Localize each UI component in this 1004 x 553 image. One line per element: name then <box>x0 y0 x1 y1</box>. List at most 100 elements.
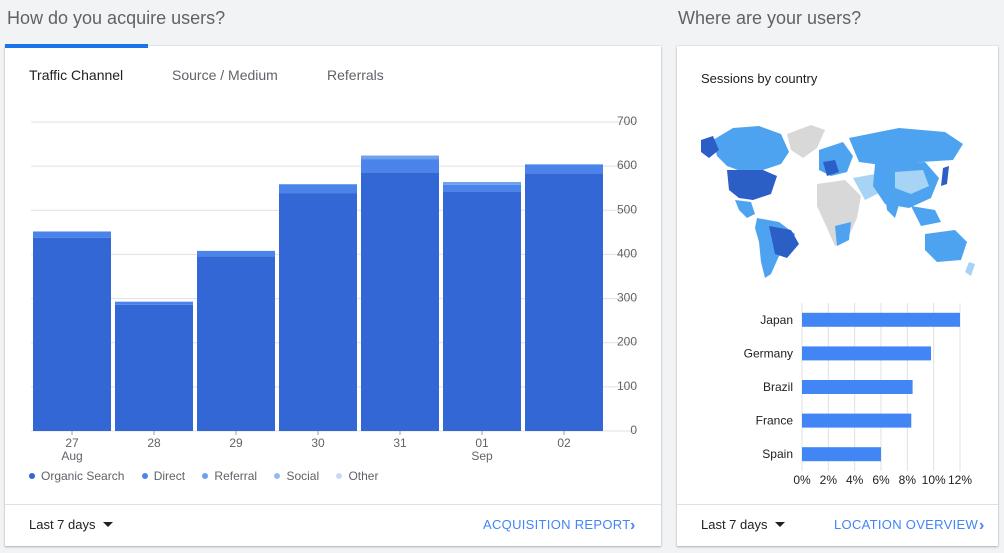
location-overview-link[interactable]: LOCATION OVERVIEW <box>834 517 979 532</box>
location-footer: Last 7 days LOCATION OVERVIEW › <box>677 504 998 546</box>
x-tick-label: 29 <box>229 436 243 450</box>
date-range-label: Last 7 days <box>701 517 768 532</box>
chevron-right-icon[interactable]: › <box>630 517 636 534</box>
country-label: Brazil <box>763 380 793 394</box>
caret-down-icon <box>774 522 785 527</box>
x-tick-label: 2% <box>820 473 838 486</box>
y-tick-label: 200 <box>617 335 637 349</box>
bar-segment-referral <box>361 155 439 160</box>
sessions-by-country-chart: 0% 2% 4% 6% 8% 10% 12% Japan Germany Brazil France… <box>744 303 972 486</box>
x-tick-label: 31 <box>393 436 407 450</box>
caret-down-icon <box>102 522 113 527</box>
map-greenland <box>787 125 825 158</box>
legend-social: Social <box>274 469 319 483</box>
map-australia <box>925 230 967 262</box>
y-tick-label: 0 <box>630 423 637 437</box>
x-tick-label: 02 <box>557 436 571 450</box>
bar-segment-organic-search <box>115 304 193 431</box>
chevron-right-icon[interactable]: › <box>979 517 985 534</box>
bar-segment-organic-search <box>279 193 357 431</box>
x-tick-sublabel: Aug <box>61 449 82 463</box>
x-tick-label: 28 <box>147 436 161 450</box>
legend-label: Referral <box>214 469 258 483</box>
legend-social-dot <box>274 473 281 479</box>
bar-segment-referral <box>443 182 521 185</box>
location-card: Sessions by country 0% 2% 4% 6% 8% 10% 12% Japa… <box>677 46 998 546</box>
active-tab-indicator <box>5 44 148 48</box>
map-india <box>885 196 901 218</box>
world-map <box>701 125 975 278</box>
legend-organic-dot <box>29 473 35 479</box>
acquisition-report-link[interactable]: ACQUISITION REPORT <box>483 517 631 532</box>
x-tick-label: 6% <box>872 473 890 486</box>
country-bar <box>802 413 912 428</box>
legend-other-dot <box>336 473 343 479</box>
country-label: Japan <box>760 313 793 327</box>
bar-segment-direct <box>279 184 357 194</box>
legend-direct-dot <box>141 473 148 479</box>
legend-referral: Referral <box>202 469 257 483</box>
date-range-dropdown[interactable]: Last 7 days <box>701 517 785 532</box>
x-tick-label: 10% <box>922 473 946 486</box>
y-tick-label: 700 <box>617 114 637 128</box>
legend-organic-search: Organic Search <box>29 469 124 483</box>
y-tick-label: 400 <box>617 246 637 260</box>
tab-traffic-channel[interactable]: Traffic Channel <box>29 67 124 83</box>
bar-segment-direct <box>361 159 439 173</box>
date-range-label: Last 7 days <box>29 517 96 532</box>
x-tick-label: 0% <box>793 473 811 486</box>
x-tick-label: 12% <box>948 473 972 486</box>
bar-segment-organic-search <box>525 173 603 431</box>
y-tick-label: 600 <box>617 158 637 172</box>
bar-segment-direct <box>525 164 603 174</box>
acquisition-footer: Last 7 days ACQUISITION REPORT › <box>5 504 661 546</box>
map-japan <box>941 166 949 186</box>
map-western-europe <box>823 160 839 176</box>
bar-segment-direct <box>443 184 521 192</box>
bar-segment-direct <box>33 231 111 238</box>
map-new-zealand <box>965 262 975 276</box>
bar-segment-direct <box>197 250 275 257</box>
location-section-title: Where are your users? <box>678 8 862 28</box>
legend-direct: Direct <box>141 469 186 483</box>
y-tick-label: 300 <box>617 291 637 305</box>
map-china <box>895 170 929 194</box>
country-bar <box>802 312 960 327</box>
map-alaska <box>701 136 719 158</box>
y-tick-label: 500 <box>617 202 637 216</box>
bar-segment-organic-search <box>443 191 521 431</box>
country-label: Spain <box>762 447 793 461</box>
tab-source-medium[interactable]: Source / Medium <box>172 67 278 83</box>
map-africa-south <box>835 222 851 246</box>
country-bar <box>802 380 913 394</box>
map-brazil <box>769 226 799 258</box>
chart-legend: Organic Search Direct Referral Social Ot… <box>29 469 392 483</box>
bar-segment-organic-search <box>197 256 275 431</box>
country-bar <box>802 346 932 361</box>
map-mexico <box>735 200 755 218</box>
y-tick-label: 100 <box>617 379 637 393</box>
legend-label: Direct <box>153 469 186 483</box>
legend-label: Organic Search <box>41 469 125 483</box>
x-tick-label: 4% <box>846 473 864 486</box>
country-bar <box>802 447 881 462</box>
x-tick-label: 27 <box>65 436 79 450</box>
bar-segment-organic-search <box>33 237 111 431</box>
bar-segment-direct <box>115 301 193 305</box>
map-russia <box>849 128 963 166</box>
date-range-dropdown[interactable]: Last 7 days <box>29 517 113 532</box>
country-label: Germany <box>744 346 793 360</box>
legend-label: Other <box>348 469 379 483</box>
x-tick-label: 8% <box>899 473 917 486</box>
country-label: France <box>756 414 794 428</box>
legend-other: Other <box>336 469 378 483</box>
bar-segment-organic-search <box>361 172 439 431</box>
x-tick-label: 01 <box>475 436 489 450</box>
map-southeast-asia <box>911 206 941 226</box>
tab-referrals[interactable]: Referrals <box>327 67 384 83</box>
sessions-by-country-title: Sessions by country <box>701 71 818 86</box>
map-usa <box>727 170 777 200</box>
legend-referral-dot <box>202 473 209 479</box>
x-tick-sublabel: Sep <box>471 449 493 463</box>
